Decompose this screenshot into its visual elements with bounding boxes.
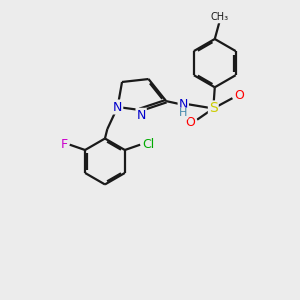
Text: N: N	[136, 109, 146, 122]
Text: O: O	[186, 116, 196, 128]
Text: S: S	[209, 101, 218, 116]
Text: CH₃: CH₃	[210, 13, 228, 22]
Text: N: N	[178, 98, 188, 111]
Text: F: F	[60, 138, 68, 151]
Text: Cl: Cl	[142, 138, 154, 151]
Text: N: N	[113, 100, 122, 113]
Text: O: O	[234, 89, 244, 102]
Text: H: H	[179, 109, 188, 118]
